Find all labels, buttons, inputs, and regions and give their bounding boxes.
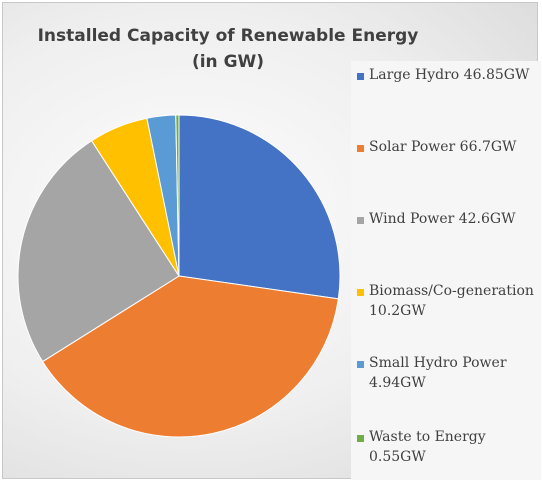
legend-label: Biomass/Co-generation 10.2GW xyxy=(369,283,534,319)
legend-label: Wind Power 42.6GW xyxy=(369,211,516,227)
pie-slice-waste-to-energy xyxy=(175,114,180,277)
legend-label: Solar Power 66.7GW xyxy=(369,139,517,155)
pie-slice-solar-power xyxy=(41,275,339,438)
legend-label: Waste to Energy 0.55GW xyxy=(369,429,486,465)
legend-swatch xyxy=(357,145,364,152)
pie-slice-large-hydro xyxy=(178,114,341,300)
legend-swatch xyxy=(357,217,364,224)
legend-label: Small Hydro Power 4.94GW xyxy=(369,355,507,391)
legend-swatch xyxy=(357,73,364,80)
legend-swatch xyxy=(357,289,364,296)
chart-title: Installed Capacity of Renewable Energy (… xyxy=(37,26,419,72)
pie-chart xyxy=(17,114,341,438)
legend: Large Hydro 46.85GW Solar Power 66.7GW W… xyxy=(351,61,541,480)
legend-swatch xyxy=(357,435,364,442)
legend-label: Large Hydro 46.85GW xyxy=(369,67,530,83)
pie-slice-wind-power xyxy=(17,140,180,363)
legend-swatch xyxy=(357,361,364,368)
